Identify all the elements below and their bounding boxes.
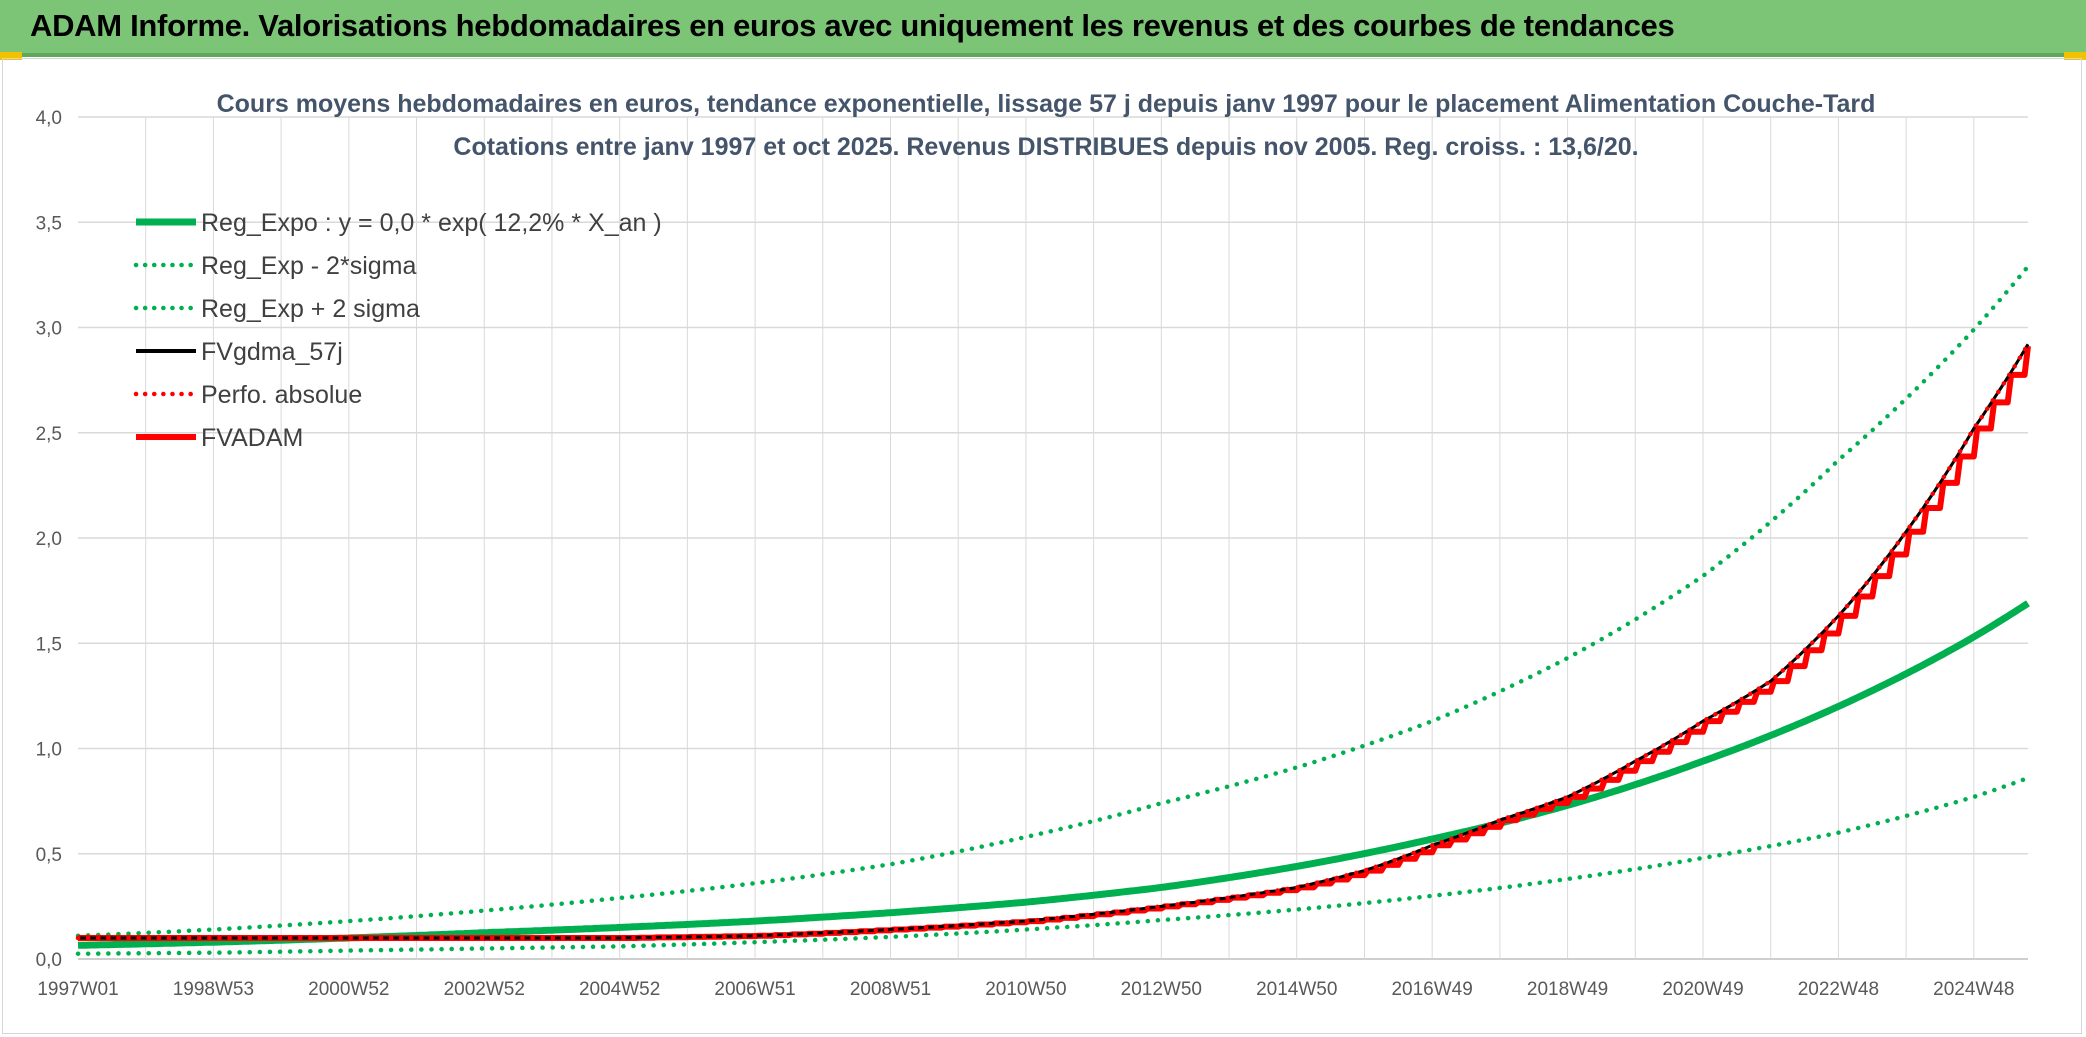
- legend: Reg_Expo : y = 0,0 * exp( 12,2% * X_an )…: [133, 209, 662, 452]
- chart-title: Cours moyens hebdomadaires en euros, ten…: [217, 90, 1876, 118]
- x-axis-ticks: 1997W01 1998W53 2000W52 2002W52 2004W52 2006W…: [37, 979, 2014, 1000]
- x-tick-label: 2000W52: [308, 979, 389, 1000]
- y-tick-label: 1,5: [36, 634, 62, 655]
- legend-label: Reg_Expo : y = 0,0 * exp( 12,2% * X_an ): [201, 209, 662, 237]
- y-tick-label: 1,0: [36, 740, 62, 761]
- corner-accent-right: [2064, 52, 2086, 60]
- x-tick-label: 2008W51: [850, 979, 931, 1000]
- x-tick-label: 2010W50: [985, 979, 1066, 1000]
- x-tick-label: 2002W52: [444, 979, 525, 1000]
- y-tick-label: 0,0: [36, 950, 62, 971]
- x-tick-label: 2014W50: [1256, 979, 1337, 1000]
- x-tick-label: 1997W01: [37, 979, 118, 1000]
- y-tick-label: 3,0: [36, 319, 62, 340]
- legend-label: Reg_Exp - 2*sigma: [201, 252, 416, 280]
- chart-frame: [2, 58, 2082, 1034]
- legend-label: Perfo. absolue: [201, 381, 362, 409]
- x-tick-label: 2022W48: [1798, 979, 1879, 1000]
- x-tick-label: 2006W51: [714, 979, 795, 1000]
- y-axis-ticks: 0,0 0,5 1,0 1,5 2,0 2,5 3,0 3,5 4,0: [36, 108, 62, 971]
- banner-title: ADAM Informe. Valorisations hebdomadaire…: [30, 8, 1675, 43]
- series-line: [78, 345, 2031, 941]
- series-layer: [75, 264, 2031, 956]
- legend-label: Reg_Exp + 2 sigma: [201, 295, 420, 323]
- y-tick-label: 0,5: [36, 845, 62, 866]
- title-banner: ADAM Informe. Valorisations hebdomadaire…: [0, 0, 2086, 57]
- x-tick-label: 2016W49: [1391, 979, 1472, 1000]
- x-tick-label: 2004W52: [579, 979, 660, 1000]
- chart-subtitle: Cotations entre janv 1997 et oct 2025. R…: [453, 133, 1638, 161]
- y-tick-label: 4,0: [36, 108, 62, 129]
- x-tick-label: 2020W49: [1662, 979, 1743, 1000]
- legend-label: FVgdma_57j: [201, 338, 343, 366]
- series-line: [75, 264, 2031, 939]
- y-tick-label: 2,5: [36, 424, 62, 445]
- x-tick-label: 2024W48: [1933, 979, 2014, 1000]
- series-line: [77, 600, 2030, 949]
- grid: [78, 116, 2028, 960]
- y-tick-label: 2,0: [36, 529, 62, 550]
- series-line: [75, 775, 2031, 956]
- x-tick-label: 1998W53: [173, 979, 254, 1000]
- corner-accent-left: [0, 52, 22, 60]
- series-line: [75, 342, 2031, 941]
- x-tick-label: 2018W49: [1527, 979, 1608, 1000]
- x-tick-label: 2012W50: [1121, 979, 1202, 1000]
- legend-label: FVADAM: [201, 424, 303, 452]
- y-tick-label: 3,5: [36, 213, 62, 234]
- chart-titles: Cours moyens hebdomadaires en euros, ten…: [217, 90, 1876, 161]
